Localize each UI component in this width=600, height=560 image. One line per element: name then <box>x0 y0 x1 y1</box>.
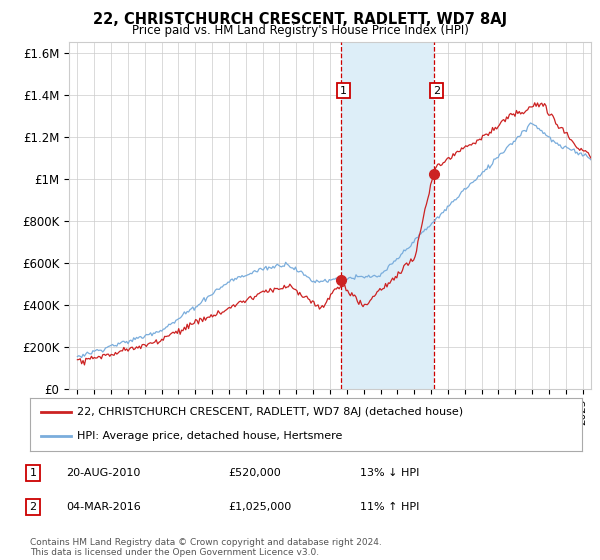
Text: 22, CHRISTCHURCH CRESCENT, RADLETT, WD7 8AJ (detached house): 22, CHRISTCHURCH CRESCENT, RADLETT, WD7 … <box>77 408 463 418</box>
Text: £520,000: £520,000 <box>228 468 281 478</box>
Text: 13% ↓ HPI: 13% ↓ HPI <box>360 468 419 478</box>
Text: 1: 1 <box>29 468 37 478</box>
Text: £1,025,000: £1,025,000 <box>228 502 291 512</box>
Text: HPI: Average price, detached house, Hertsmere: HPI: Average price, detached house, Hert… <box>77 431 342 441</box>
Bar <box>341 42 434 389</box>
Text: 22, CHRISTCHURCH CRESCENT, RADLETT, WD7 8AJ: 22, CHRISTCHURCH CRESCENT, RADLETT, WD7 … <box>93 12 507 27</box>
Text: 11% ↑ HPI: 11% ↑ HPI <box>360 502 419 512</box>
Text: 2: 2 <box>29 502 37 512</box>
Text: Price paid vs. HM Land Registry's House Price Index (HPI): Price paid vs. HM Land Registry's House … <box>131 24 469 37</box>
Text: Contains HM Land Registry data © Crown copyright and database right 2024.
This d: Contains HM Land Registry data © Crown c… <box>30 538 382 557</box>
Text: 04-MAR-2016: 04-MAR-2016 <box>66 502 141 512</box>
Text: 2: 2 <box>433 86 440 96</box>
Text: 20-AUG-2010: 20-AUG-2010 <box>66 468 140 478</box>
Text: 1: 1 <box>340 86 347 96</box>
